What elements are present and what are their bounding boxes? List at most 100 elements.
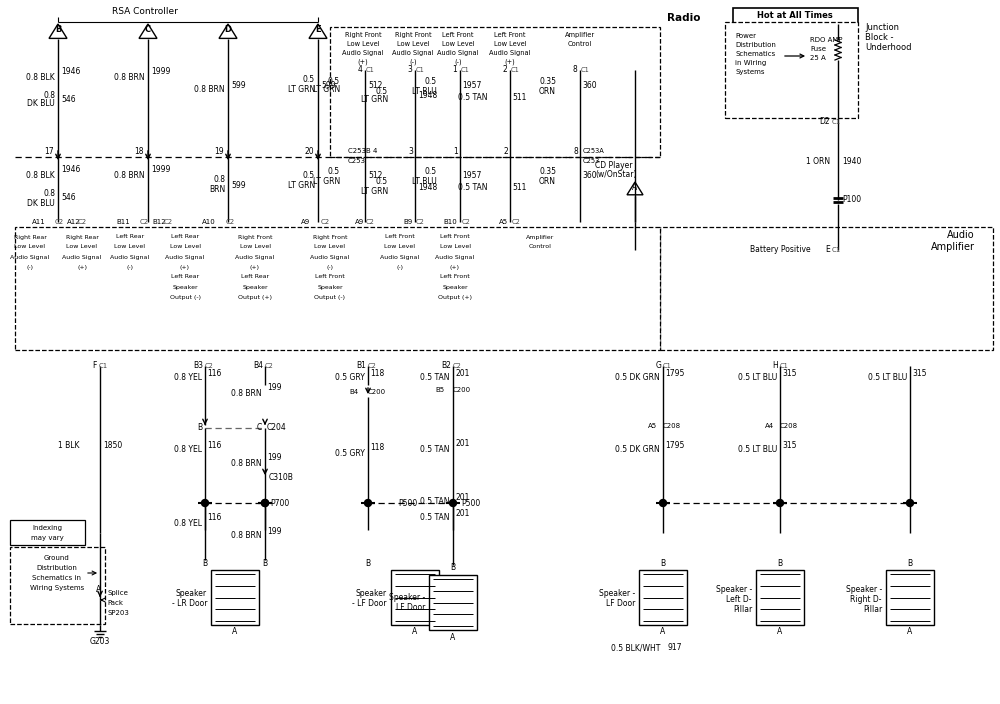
Text: E: E	[825, 246, 830, 255]
Text: 0.5: 0.5	[303, 170, 315, 180]
Text: 0.5 TAN: 0.5 TAN	[420, 498, 450, 506]
Text: 199: 199	[267, 453, 282, 463]
Text: 0.8 BRN: 0.8 BRN	[194, 85, 225, 94]
Bar	[10, 547, 105, 624]
Text: B: B	[202, 558, 208, 567]
Text: Ground: Ground	[44, 555, 70, 561]
Text: Underhood: Underhood	[865, 44, 912, 53]
Text: Speaker: Speaker	[442, 284, 468, 289]
Text: - LR Door: - LR Door	[172, 598, 207, 608]
Bar	[660, 227, 993, 350]
Text: A: A	[660, 627, 666, 636]
Text: LT GRN: LT GRN	[361, 96, 388, 104]
Text: 116: 116	[207, 368, 221, 377]
Text: P500: P500	[461, 498, 480, 508]
Text: G203: G203	[90, 638, 110, 646]
Text: 0.5: 0.5	[328, 167, 340, 175]
Text: P700: P700	[270, 498, 289, 508]
Text: Battery Positive: Battery Positive	[750, 246, 811, 255]
Text: DK BLU: DK BLU	[27, 99, 55, 108]
Text: (+): (+)	[505, 58, 515, 65]
Text: Low Level: Low Level	[347, 41, 379, 47]
Text: C2: C2	[462, 219, 471, 225]
Text: C1: C1	[416, 67, 425, 73]
Text: Fuse: Fuse	[810, 46, 826, 52]
Text: 315: 315	[912, 368, 926, 377]
Text: B: B	[55, 25, 61, 34]
Text: 1946: 1946	[61, 165, 80, 175]
Text: 1999: 1999	[151, 68, 170, 77]
Bar	[639, 570, 687, 625]
Bar	[211, 570, 259, 625]
Text: 0.8 BLK: 0.8 BLK	[26, 170, 55, 180]
Text: (-): (-)	[326, 265, 334, 270]
Text: Amplifier: Amplifier	[526, 234, 554, 239]
Text: (-): (-)	[26, 265, 34, 270]
Text: B10: B10	[443, 219, 457, 225]
Text: DK BLU: DK BLU	[27, 199, 55, 208]
Text: 0.8: 0.8	[43, 91, 55, 99]
Text: 512: 512	[368, 172, 382, 180]
Text: 1940: 1940	[842, 158, 861, 167]
Text: 0.5: 0.5	[376, 87, 388, 96]
Text: 3: 3	[407, 65, 412, 75]
Text: Low Level: Low Level	[14, 244, 46, 249]
Text: C2: C2	[205, 363, 214, 369]
Text: 1999: 1999	[151, 165, 170, 175]
Text: (-): (-)	[454, 58, 462, 65]
Text: 0.5 TAN: 0.5 TAN	[420, 374, 450, 382]
Text: A12: A12	[67, 219, 81, 225]
Text: 546: 546	[61, 94, 76, 103]
Text: A: A	[777, 627, 783, 636]
Text: C1: C1	[511, 67, 520, 73]
Text: Speaker: Speaker	[317, 284, 343, 289]
Text: Audio Signal: Audio Signal	[437, 50, 479, 56]
Text: B12: B12	[152, 219, 166, 225]
Text: ORN: ORN	[539, 87, 556, 96]
Text: 599: 599	[231, 180, 246, 189]
Text: C2: C2	[140, 219, 149, 225]
Text: Power: Power	[735, 33, 756, 39]
Text: CD Player: CD Player	[595, 161, 633, 170]
Text: A: A	[96, 584, 101, 593]
Text: Hot at All Times: Hot at All Times	[757, 11, 833, 20]
Polygon shape	[49, 24, 67, 39]
Text: 1: 1	[453, 146, 458, 156]
Circle shape	[262, 500, 268, 506]
Text: 0.5 TAN: 0.5 TAN	[420, 444, 450, 453]
Text: Junction: Junction	[865, 23, 899, 32]
Text: 1795: 1795	[665, 368, 684, 377]
Text: Speaker: Speaker	[176, 589, 207, 598]
Text: Audio Signal: Audio Signal	[310, 255, 350, 260]
Text: 0.8 BRN: 0.8 BRN	[231, 389, 262, 398]
Polygon shape	[309, 24, 327, 39]
Text: Schematics: Schematics	[735, 51, 775, 57]
Text: C1: C1	[461, 67, 470, 73]
Text: Pillar: Pillar	[863, 605, 882, 615]
Text: C2: C2	[512, 219, 521, 225]
Text: C2: C2	[416, 219, 425, 225]
Text: C1: C1	[780, 363, 789, 369]
Text: 599: 599	[321, 80, 336, 89]
Text: 18: 18	[134, 148, 144, 156]
Text: Left Rear: Left Rear	[171, 234, 199, 239]
Text: 0.5: 0.5	[425, 77, 437, 85]
Text: 360: 360	[582, 82, 597, 91]
Text: Right Front: Right Front	[238, 234, 272, 239]
Text: Pack: Pack	[107, 600, 123, 606]
Text: Low Level: Low Level	[240, 244, 270, 249]
Text: (+): (+)	[180, 265, 190, 270]
Text: Right Rear: Right Rear	[66, 234, 98, 239]
Text: 315: 315	[782, 441, 796, 449]
Text: 2: 2	[503, 146, 508, 156]
Text: ORN: ORN	[539, 177, 556, 185]
Text: 512: 512	[368, 80, 382, 89]
Text: 20: 20	[304, 148, 314, 156]
Text: Audio Signal: Audio Signal	[62, 255, 102, 260]
Circle shape	[906, 500, 914, 506]
Text: Systems: Systems	[735, 69, 765, 75]
Bar	[429, 575, 477, 630]
Text: D2: D2	[819, 118, 830, 127]
Text: LT GRN: LT GRN	[313, 177, 340, 185]
Text: Left Front: Left Front	[440, 275, 470, 279]
